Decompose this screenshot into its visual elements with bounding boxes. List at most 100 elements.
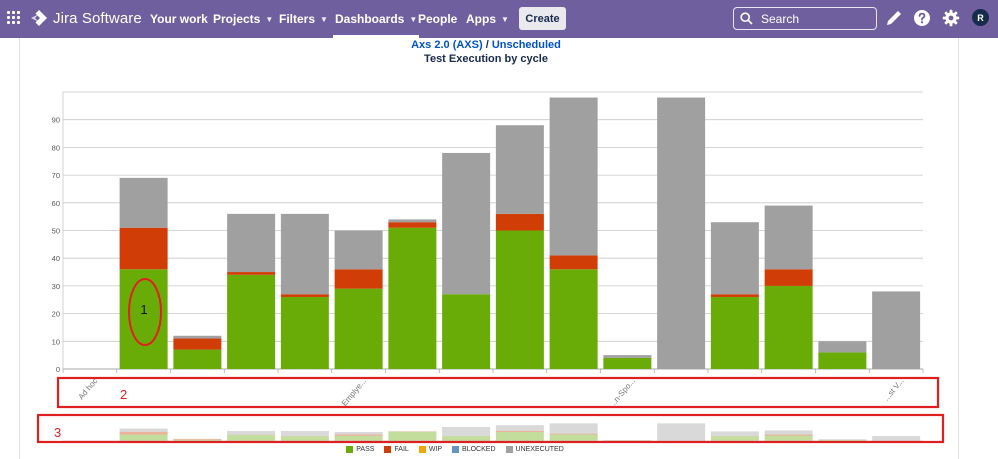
bar-segment-unexecuted <box>119 177 168 228</box>
x-tick-label: Ad hoc <box>77 377 100 402</box>
y-tick-label: 40 <box>52 254 60 263</box>
top-navigation-bar: Jira Software Your work Projects ▼ Filter… <box>0 0 998 38</box>
bar-segment-unexecuted <box>334 230 383 270</box>
bar-segment-fail <box>334 269 383 289</box>
bar-segment-fail <box>549 255 598 270</box>
jira-logo-icon <box>31 10 47 26</box>
bar-segment-pass <box>710 296 759 369</box>
annotation-box <box>36 413 945 444</box>
legend-item-pass[interactable]: PASS <box>346 446 374 453</box>
navigator-bar-segment <box>173 439 222 440</box>
navigator-bar-segment <box>442 436 491 441</box>
navigator-bar-segment <box>334 435 383 441</box>
navigator-bar-segment <box>549 434 598 441</box>
chevron-down-icon: ▼ <box>409 15 418 24</box>
logo-text: Jira Software <box>53 9 142 27</box>
settings-gear-icon[interactable] <box>942 9 960 27</box>
nav-projects[interactable]: Projects ▼ <box>213 0 273 38</box>
bar-segment-fail <box>764 269 813 286</box>
nav-filters[interactable]: Filters ▼ <box>279 0 328 38</box>
nav-your-work[interactable]: Your work <box>150 0 208 38</box>
navigator-bar-segment <box>818 439 867 440</box>
annotation-label: 2 <box>120 387 127 402</box>
legend-swatch <box>452 446 460 453</box>
search-input[interactable] <box>759 10 873 27</box>
bar-segment-pass <box>227 274 276 369</box>
navigator-bar-segment <box>119 428 168 432</box>
chart-title: Test Execution by cycle <box>424 53 548 65</box>
legend-item-unexecuted[interactable]: UNEXECUTED <box>505 446 564 453</box>
navigator-bar-segment <box>818 439 867 441</box>
nav-label: Dashboards <box>335 12 405 26</box>
navigator-bar-segment <box>227 430 276 435</box>
x-tick-label: ...n-Spo... <box>608 377 637 409</box>
navigator-bar-segment <box>764 430 813 435</box>
navigator-bar-segment <box>764 435 813 441</box>
bar-segment-unexecuted <box>818 341 867 353</box>
bar-segment-fail <box>173 338 222 350</box>
chevron-down-icon: ▼ <box>501 15 509 24</box>
navigator-bar-segment <box>173 439 222 441</box>
navigator-bar-segment <box>710 431 759 437</box>
x-tick-label: ...st V... <box>882 377 906 403</box>
bar-segment-unexecuted <box>495 125 544 214</box>
navigator-bar-segment <box>872 435 921 441</box>
navigator-bar-segment <box>764 434 813 436</box>
y-tick-label: 0 <box>56 365 60 374</box>
user-avatar[interactable]: R <box>972 9 989 26</box>
bar-segment-pass <box>818 352 867 369</box>
navigator-bar-segment <box>495 432 544 441</box>
bar-segment-pass <box>388 227 437 369</box>
navigator-bar-segment <box>388 431 437 441</box>
navigator-bar-segment <box>280 436 329 441</box>
bar-segment-pass <box>603 357 652 369</box>
legend-swatch <box>346 446 354 453</box>
legend-label: BLOCKED <box>462 446 496 453</box>
nav-apps[interactable]: Apps ▼ <box>466 0 509 38</box>
legend-item-fail[interactable]: FAIL <box>384 446 409 453</box>
navigator-bar-segment <box>442 426 491 437</box>
notifications-icon[interactable] <box>885 9 903 27</box>
navigator-bar-segment <box>227 434 276 441</box>
chart-legend: PASS FAIL WIP BLOCKED UNEXECUTED <box>0 446 910 453</box>
legend-item-wip[interactable]: WIP <box>418 446 443 453</box>
nav-label: Projects <box>213 12 261 26</box>
navigator-bar-segment <box>710 436 759 441</box>
chevron-down-icon: ▼ <box>320 15 328 24</box>
heading-separator: / <box>482 39 492 51</box>
bar-segment-pass <box>119 269 168 369</box>
navigator-bar-segment <box>334 434 383 436</box>
nav-people[interactable]: People <box>418 0 457 38</box>
project-link[interactable]: Axs 2.0 (AXS) <box>411 39 483 51</box>
bar-segment-unexecuted <box>280 213 329 295</box>
help-icon[interactable] <box>913 9 931 27</box>
search-field[interactable] <box>733 7 877 30</box>
navigator-bar-segment <box>119 434 168 441</box>
create-button[interactable]: Create <box>519 7 566 30</box>
app-switcher-icon[interactable] <box>7 11 21 25</box>
bar-segment-unexecuted <box>388 219 437 223</box>
legend-item-blocked[interactable]: BLOCKED <box>452 446 496 453</box>
search-icon <box>740 12 753 25</box>
nav-dashboards[interactable]: Dashboards ▼ <box>332 0 420 38</box>
legend-swatch <box>384 446 392 453</box>
bar-segment-pass <box>549 269 598 369</box>
jira-logo[interactable]: Jira Software <box>30 9 142 27</box>
legend-label: PASS <box>356 446 375 453</box>
version-link[interactable]: Unscheduled <box>491 39 561 51</box>
annotation-label: 3 <box>54 425 61 440</box>
bar-segment-fail <box>710 294 759 297</box>
annotation-ellipse <box>128 278 162 346</box>
navigator-bar-segment <box>495 430 544 432</box>
nav-label: Apps <box>466 12 496 26</box>
bar-segment-pass <box>764 285 813 369</box>
bar-segment-pass <box>442 294 491 369</box>
legend-label: WIP <box>428 446 443 453</box>
bar-segment-unexecuted <box>710 222 759 295</box>
y-tick-label: 30 <box>52 282 60 291</box>
navigator-bar-segment <box>495 425 544 431</box>
navigator-bar-segment <box>549 433 598 435</box>
bar-segment-unexecuted <box>764 205 813 270</box>
bar-segment-unexecuted <box>227 213 276 273</box>
bar-segment-fail <box>227 272 276 275</box>
